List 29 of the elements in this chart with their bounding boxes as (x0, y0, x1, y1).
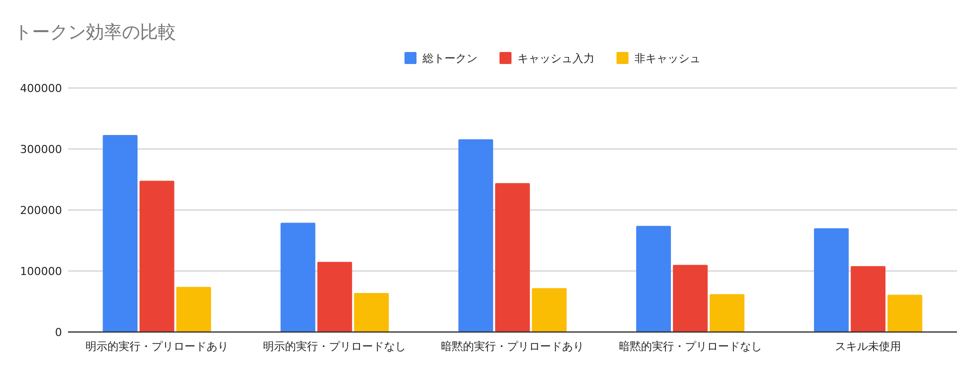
y-tick-label: 300000 (20, 143, 62, 156)
x-tick-label: 暗黙的実行・プリロードなし (618, 340, 762, 353)
y-tick-label: 400000 (20, 82, 62, 95)
bar (317, 262, 352, 332)
chart-title: トークン効率の比較 (14, 22, 176, 43)
bar (710, 294, 744, 332)
bar (176, 286, 212, 332)
bar (850, 266, 886, 332)
x-tick-label: スキル未使用 (835, 340, 902, 353)
bar (102, 134, 138, 332)
bar (672, 264, 708, 332)
bar (354, 292, 389, 332)
bar (814, 228, 849, 332)
bar (140, 180, 174, 332)
x-tick-label: 明示的実行・プリロードなし (263, 340, 406, 353)
y-tick-label: 200000 (20, 204, 62, 217)
bar (532, 288, 567, 332)
bar (636, 226, 671, 332)
x-tick-label: 暗黙的実行・プリロードあり (441, 340, 584, 353)
y-tick-label: 0 (55, 326, 62, 339)
bar (887, 294, 922, 332)
bar (458, 139, 494, 332)
legend-label: 総トークン (422, 52, 478, 65)
x-tick-label: 明示的実行・プリロードあり (85, 340, 228, 353)
bar (280, 222, 316, 332)
legend-label: キャッシュ入力 (518, 52, 594, 65)
legend-label: 非キャッシュ (634, 52, 700, 65)
y-tick-label: 100000 (20, 265, 62, 278)
bar (495, 183, 530, 332)
